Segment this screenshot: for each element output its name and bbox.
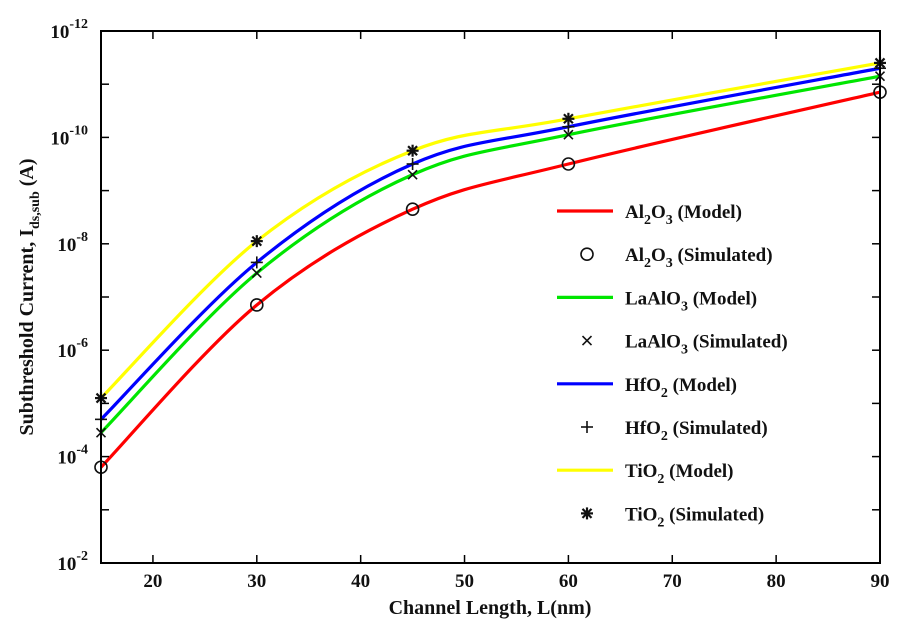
x-tick-label: 20 xyxy=(143,571,162,592)
x-tick-label: 30 xyxy=(247,571,266,592)
legend-subscript: 2 xyxy=(657,515,664,530)
legend-text-part: O xyxy=(651,245,666,266)
legend-text-part: TiO xyxy=(625,504,657,525)
legend-label-hfo2-simulated: HfO2 (Simulated) xyxy=(625,418,768,444)
circle-marker xyxy=(561,157,576,171)
x-tick-label: 40 xyxy=(351,571,370,592)
legend-text-part: O xyxy=(651,202,666,223)
legend-subscript: 2 xyxy=(661,429,668,444)
legend-text-part: HfO xyxy=(625,418,661,439)
legend-text-part: TiO xyxy=(625,461,657,482)
legend-text-part: (Model) xyxy=(688,288,757,309)
y-tick-exponent: -8 xyxy=(76,230,88,245)
legend-text-part: (Simulated) xyxy=(673,245,773,266)
y-axis-label-main: Subthreshold Current, I xyxy=(16,229,38,436)
y-tick-base: 10 xyxy=(50,128,69,149)
asterisk-marker xyxy=(251,235,263,247)
x-tick-label: 90 xyxy=(871,571,890,592)
y-tick-base: 10 xyxy=(57,448,76,469)
legend-subscript: 2 xyxy=(644,213,651,228)
x-tick-label: 60 xyxy=(559,571,578,592)
y-tick-exponent: -2 xyxy=(76,549,88,564)
y-axis-label-unit: (A) xyxy=(16,158,38,191)
asterisk-marker xyxy=(563,113,574,125)
y-tick-label: 10-6 xyxy=(57,336,88,362)
y-tick-label: 10-10 xyxy=(50,123,88,149)
y-tick-base: 10 xyxy=(57,341,76,362)
legend-text-part: HfO xyxy=(625,375,661,396)
x-marker xyxy=(407,169,418,180)
series-layer xyxy=(94,56,887,475)
legend-text-part: (Simulated) xyxy=(688,332,788,353)
legend-text-part: (Simulated) xyxy=(664,504,764,525)
x-tick-label: 70 xyxy=(663,571,682,592)
legend-label-laalo3-simulated: LaAlO3 (Simulated) xyxy=(625,332,788,358)
legend: Al2O3 (Model)Al2O3 (Simulated)LaAlO3 (Mo… xyxy=(557,202,788,530)
legend-subscript: 2 xyxy=(661,386,668,401)
series-line-al2o3 xyxy=(99,90,881,469)
x-axis-label: Channel Length, L(nm) xyxy=(389,597,592,619)
y-axis-label: Subthreshold Current, Ids,sub (A) xyxy=(16,158,43,435)
legend-subscript: 3 xyxy=(666,256,673,271)
legend-label-al2o3-simulated: Al2O3 (Simulated) xyxy=(625,245,773,271)
x-marker xyxy=(581,335,593,346)
y-tick-label: 10-4 xyxy=(57,443,88,469)
x-marker xyxy=(251,267,262,279)
y-tick-exponent: -10 xyxy=(69,123,88,138)
circle-marker xyxy=(249,298,264,312)
legend-text-part: (Model) xyxy=(668,375,737,396)
circle-marker xyxy=(580,247,594,261)
legend-text-part: Al xyxy=(625,202,644,223)
legend-label-hfo2-model: HfO2 (Model) xyxy=(625,375,737,401)
legend-label-al2o3-model: Al2O3 (Model) xyxy=(625,202,742,228)
legend-text-part: Al xyxy=(625,245,644,266)
legend-subscript: 3 xyxy=(666,213,673,228)
x-marker xyxy=(563,129,574,140)
legend-text-part: (Simulated) xyxy=(668,418,768,439)
x-tick-label: 80 xyxy=(767,571,786,592)
asterisk-marker xyxy=(407,145,418,156)
y-tick-base: 10 xyxy=(57,235,76,256)
y-tick-label: 10-12 xyxy=(50,17,88,43)
x-axis-ticks: 20 30 40 50 60 70 80 90 xyxy=(143,31,890,592)
legend-subscript: 3 xyxy=(681,299,688,314)
legend-text-part: LaAlO xyxy=(625,332,681,353)
legend-subscript: 2 xyxy=(657,472,664,487)
y-tick-base: 10 xyxy=(50,22,69,43)
legend-text-part: LaAlO xyxy=(625,288,681,309)
y-axis-label-sub: ds,sub xyxy=(28,191,43,229)
y-tick-label: 10-2 xyxy=(57,549,88,575)
y-tick-exponent: -4 xyxy=(76,443,88,458)
legend-label-laalo3-model: LaAlO3 (Model) xyxy=(625,288,757,314)
legend-subscript: 2 xyxy=(644,256,651,271)
asterisk-marker xyxy=(581,508,593,519)
legend-text-part: (Model) xyxy=(664,461,733,482)
y-tick-exponent: -6 xyxy=(76,336,88,351)
legend-label-tio2-simulated: TiO2 (Simulated) xyxy=(625,504,764,530)
x-tick-label: 50 xyxy=(455,571,474,592)
legend-subscript: 3 xyxy=(681,343,688,358)
circle-marker xyxy=(405,202,420,217)
y-tick-exponent: -12 xyxy=(69,17,88,32)
legend-label-tio2-model: TiO2 (Model) xyxy=(625,461,734,487)
y-tick-label: 10-8 xyxy=(57,230,88,256)
y-tick-base: 10 xyxy=(57,554,76,575)
legend-text-part: (Model) xyxy=(673,202,742,223)
